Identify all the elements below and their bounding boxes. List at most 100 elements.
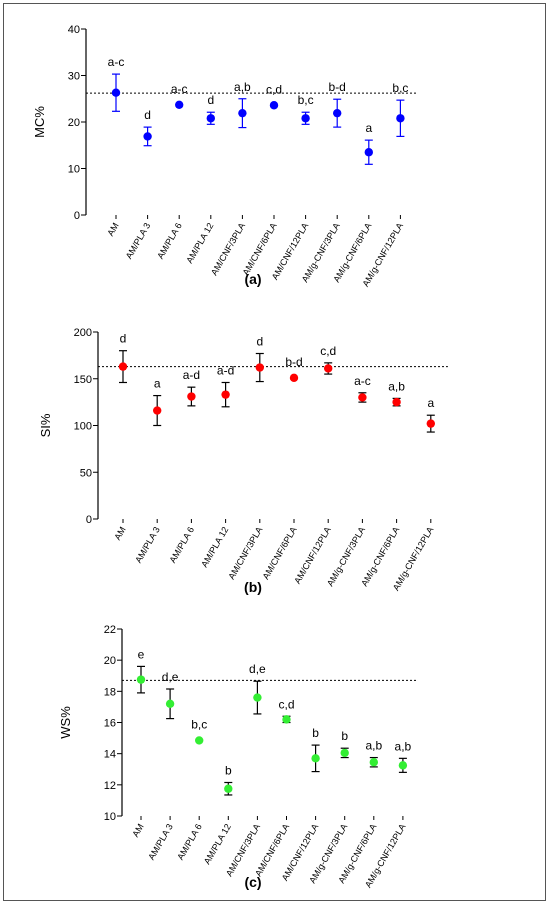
data-point [187, 392, 196, 401]
significance-label: b [312, 726, 319, 740]
x-tick-label: AM [105, 221, 120, 238]
panel-label: (c) [244, 874, 261, 890]
y-tick-label: 20 [68, 117, 80, 129]
data-point [175, 100, 184, 109]
data-point [282, 715, 291, 724]
significance-label: a,b [388, 379, 405, 393]
data-point [396, 114, 405, 123]
data-point [333, 108, 342, 118]
data-point [269, 101, 279, 110]
data-point [143, 132, 152, 141]
y-axis-label: SI% [38, 413, 53, 437]
y-axis-label: WS% [58, 706, 73, 739]
data-point [118, 362, 128, 371]
data-point [289, 373, 299, 383]
data-point [301, 114, 310, 123]
y-tick-label: 150 [74, 374, 92, 386]
significance-label: b,c [298, 93, 314, 107]
data-point [224, 784, 233, 793]
significance-label: a-d [183, 368, 200, 382]
y-tick-label: 30 [68, 71, 80, 83]
significance-label: a,b [395, 739, 412, 753]
data-point [111, 88, 121, 97]
significance-label: a-c [171, 82, 188, 96]
y-tick-label: 200 [74, 327, 92, 339]
data-point [253, 693, 262, 702]
x-tick-label: AM/PLA 12 [202, 822, 233, 866]
y-tick-label: 0 [86, 514, 92, 526]
data-point [364, 148, 373, 157]
significance-label: a-c [108, 55, 125, 69]
significance-label: c,d [320, 344, 336, 358]
data-point [238, 108, 247, 118]
data-point [206, 114, 215, 123]
x-tick-label: AM/PLA 12 [199, 525, 230, 569]
y-tick-label: 12 [104, 780, 116, 792]
data-point [221, 390, 230, 399]
data-point [255, 363, 264, 372]
chart-panel: 0 50 100 150 200 SI% AM AM/PLA 3 AM/PLA 6 AM/PLA … [38, 327, 448, 595]
data-point [195, 736, 204, 745]
y-tick-label: 18 [104, 686, 116, 698]
significance-label: b,c [392, 81, 408, 95]
x-tick-label: AM/CNF/3PLA [226, 525, 264, 581]
significance-label: b,c [191, 717, 207, 731]
significance-label: d [120, 332, 127, 346]
data-point [398, 761, 408, 770]
significance-label: d [144, 108, 151, 122]
y-tick-label: 40 [68, 24, 80, 36]
x-tick-label: AM/PLA 6 [155, 221, 184, 261]
significance-label: b-d [285, 355, 302, 369]
x-tick-label: AM/PLA 6 [175, 822, 204, 862]
x-tick-label: AM/PLA 3 [124, 221, 153, 261]
data-point [136, 675, 146, 684]
y-tick-label: 0 [74, 210, 80, 222]
x-tick-label: AM/PLA 12 [184, 221, 215, 265]
data-point [153, 406, 162, 415]
significance-label: b [225, 763, 232, 777]
y-tick-label: 50 [80, 467, 92, 479]
x-tick-label: AM/PLA 3 [146, 822, 175, 862]
data-point [311, 754, 320, 763]
significance-label: e [138, 647, 145, 661]
y-axis-label: MC% [32, 106, 47, 138]
y-tick-label: 22 [104, 624, 116, 636]
x-tick-label: AM/PLA 3 [133, 525, 162, 565]
significance-label: a [154, 377, 161, 391]
x-tick-label: AM/CNF/12PLA [292, 525, 333, 585]
x-tick-label: AM/CNF/6PLA [261, 525, 299, 581]
significance-label: c,d [266, 82, 282, 96]
data-point [358, 393, 367, 402]
significance-label: b-d [329, 80, 346, 94]
data-point [426, 419, 435, 428]
data-point [392, 397, 401, 407]
y-tick-label: 10 [68, 164, 80, 176]
y-tick-label: 10 [104, 811, 116, 823]
data-point [340, 748, 349, 758]
significance-label: c,d [278, 697, 294, 711]
y-tick-label: 20 [104, 655, 116, 667]
x-tick-label: AM [112, 525, 127, 542]
data-point [324, 364, 333, 373]
chart-panel: 10 12 14 16 18 20 22 WS% AM AM/PLA 3 AM/PLA 6AM/PL… [58, 624, 418, 890]
panel-label: (a) [244, 271, 261, 287]
significance-label: d [207, 93, 214, 107]
panel-label: (b) [244, 579, 262, 595]
figure-frame [3, 3, 546, 901]
y-tick-label: 14 [104, 749, 116, 761]
x-tick-label: AM/PLA 6 [167, 525, 196, 565]
x-tick-label: AM [130, 822, 145, 839]
significance-label: d,e [162, 670, 179, 684]
significance-label: a [427, 396, 434, 410]
significance-label: a-c [354, 374, 371, 388]
y-tick-label: 100 [74, 421, 92, 433]
significance-label: a-d [217, 363, 234, 377]
significance-label: a,b [234, 80, 251, 94]
data-point [165, 699, 175, 708]
significance-label: a [365, 121, 372, 135]
significance-label: d,e [249, 662, 266, 676]
significance-label: a,b [365, 739, 382, 753]
data-point [369, 758, 378, 767]
